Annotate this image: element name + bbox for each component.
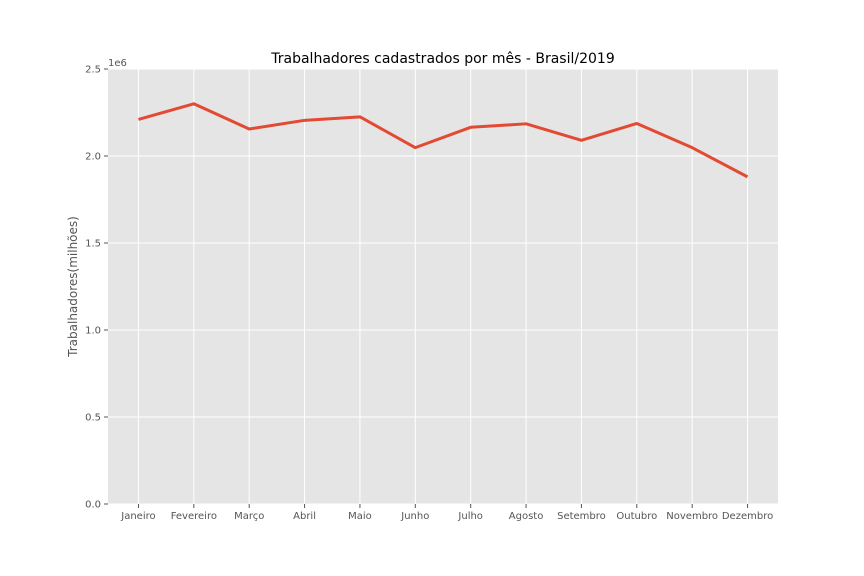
y-tick-label: 1.5 xyxy=(85,239,101,250)
x-tick-label: Abril xyxy=(293,511,316,522)
x-tick-label: Fevereiro xyxy=(171,511,217,522)
y-tick-label: 1.0 xyxy=(85,326,101,337)
y-tick-label: 2.0 xyxy=(85,152,101,163)
plot-background xyxy=(108,69,778,504)
x-tick-label: Janeiro xyxy=(120,511,155,522)
x-tick-label: Agosto xyxy=(509,511,544,522)
x-tick-label: Novembro xyxy=(666,511,718,522)
y-axis-title: Trabalhadores(milhões) xyxy=(66,216,80,358)
x-tick-label: Maio xyxy=(348,511,372,522)
y-tick-label: 2.5 xyxy=(85,65,101,76)
axes: Janeiro Fevereiro Março Abril Maio Junho Julho… xyxy=(85,65,773,523)
grid-lines xyxy=(108,68,778,505)
y-axis-offset-label: 1e6 xyxy=(108,58,127,69)
y-tick-label: 0.0 xyxy=(85,500,101,511)
x-tick-label: Julho xyxy=(457,511,483,522)
series-line xyxy=(138,102,749,179)
x-tick-label: Março xyxy=(234,511,264,522)
y-tick-label: 0.5 xyxy=(85,413,101,424)
x-tick-label: Dezembro xyxy=(722,511,773,522)
x-tick-label: Outubro xyxy=(616,511,657,522)
chart-title: Trabalhadores cadastrados por mês - Bras… xyxy=(270,51,614,67)
series-lines xyxy=(138,102,749,179)
x-tick-label: Setembro xyxy=(557,511,606,522)
x-tick-label: Junho xyxy=(400,511,429,522)
